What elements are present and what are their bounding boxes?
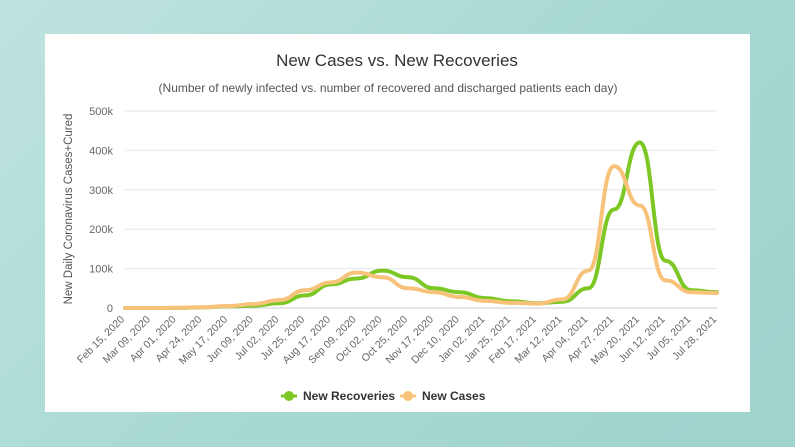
data-point bbox=[149, 306, 153, 310]
series-line-new-cases bbox=[123, 164, 719, 311]
data-point bbox=[380, 275, 384, 279]
legend-label: New Cases bbox=[422, 389, 486, 403]
y-axis-label: New Daily Coronavirus Cases+Cured bbox=[63, 114, 75, 305]
legend-item-new-cases[interactable]: New Cases bbox=[400, 389, 486, 403]
data-point bbox=[483, 299, 487, 303]
y-tick-label: 0 bbox=[107, 303, 113, 315]
data-point bbox=[432, 286, 436, 290]
data-point bbox=[509, 301, 513, 305]
legend[interactable]: New Recoveries New Cases bbox=[281, 389, 486, 403]
data-point bbox=[432, 290, 436, 294]
y-tick-label: 400k bbox=[89, 145, 113, 157]
data-point bbox=[458, 290, 462, 294]
data-point bbox=[664, 278, 668, 282]
data-point bbox=[252, 302, 256, 306]
legend-item-new-recoveries[interactable]: New Recoveries bbox=[281, 389, 395, 403]
y-tick-label: 500k bbox=[89, 106, 113, 118]
data-point bbox=[612, 164, 616, 168]
chart-subtitle: (Number of newly infected vs. number of … bbox=[159, 81, 618, 95]
data-point bbox=[380, 269, 384, 273]
data-point bbox=[277, 301, 281, 305]
y-tick-label: 300k bbox=[89, 185, 113, 197]
data-point bbox=[329, 280, 333, 284]
chart: New Cases vs. New Recoveries (Number of … bbox=[63, 51, 719, 403]
data-point bbox=[406, 286, 410, 290]
y-axis: 0 100k 200k 300k 400k 500k bbox=[89, 106, 113, 315]
data-point bbox=[355, 276, 359, 280]
data-point bbox=[200, 305, 204, 309]
data-point bbox=[561, 297, 565, 301]
chart-title: New Cases vs. New Recoveries bbox=[276, 51, 518, 70]
data-point bbox=[406, 275, 410, 279]
grid bbox=[125, 110, 717, 309]
chart-card: New Cases vs. New Recoveries (Number of … bbox=[45, 34, 750, 412]
data-point bbox=[586, 286, 590, 290]
data-point bbox=[303, 288, 307, 292]
y-tick-label: 100k bbox=[89, 264, 113, 276]
data-point bbox=[174, 306, 178, 310]
data-point bbox=[638, 204, 642, 208]
data-point bbox=[664, 259, 668, 263]
data-point bbox=[226, 304, 230, 308]
data-point bbox=[715, 291, 719, 295]
legend-marker bbox=[284, 391, 294, 401]
data-point bbox=[586, 269, 590, 273]
series-line-new-recoveries bbox=[123, 140, 719, 311]
data-point bbox=[355, 271, 359, 275]
data-point bbox=[123, 306, 127, 310]
data-point bbox=[303, 293, 307, 297]
data-point bbox=[458, 295, 462, 299]
data-point bbox=[483, 296, 487, 300]
data-point bbox=[535, 302, 539, 306]
y-tick-label: 200k bbox=[89, 224, 113, 236]
legend-label: New Recoveries bbox=[303, 389, 395, 403]
data-point bbox=[638, 141, 642, 145]
legend-marker bbox=[403, 391, 413, 401]
data-point bbox=[612, 208, 616, 211]
series-lines bbox=[123, 140, 719, 311]
data-point bbox=[689, 290, 693, 294]
data-point bbox=[277, 298, 281, 302]
